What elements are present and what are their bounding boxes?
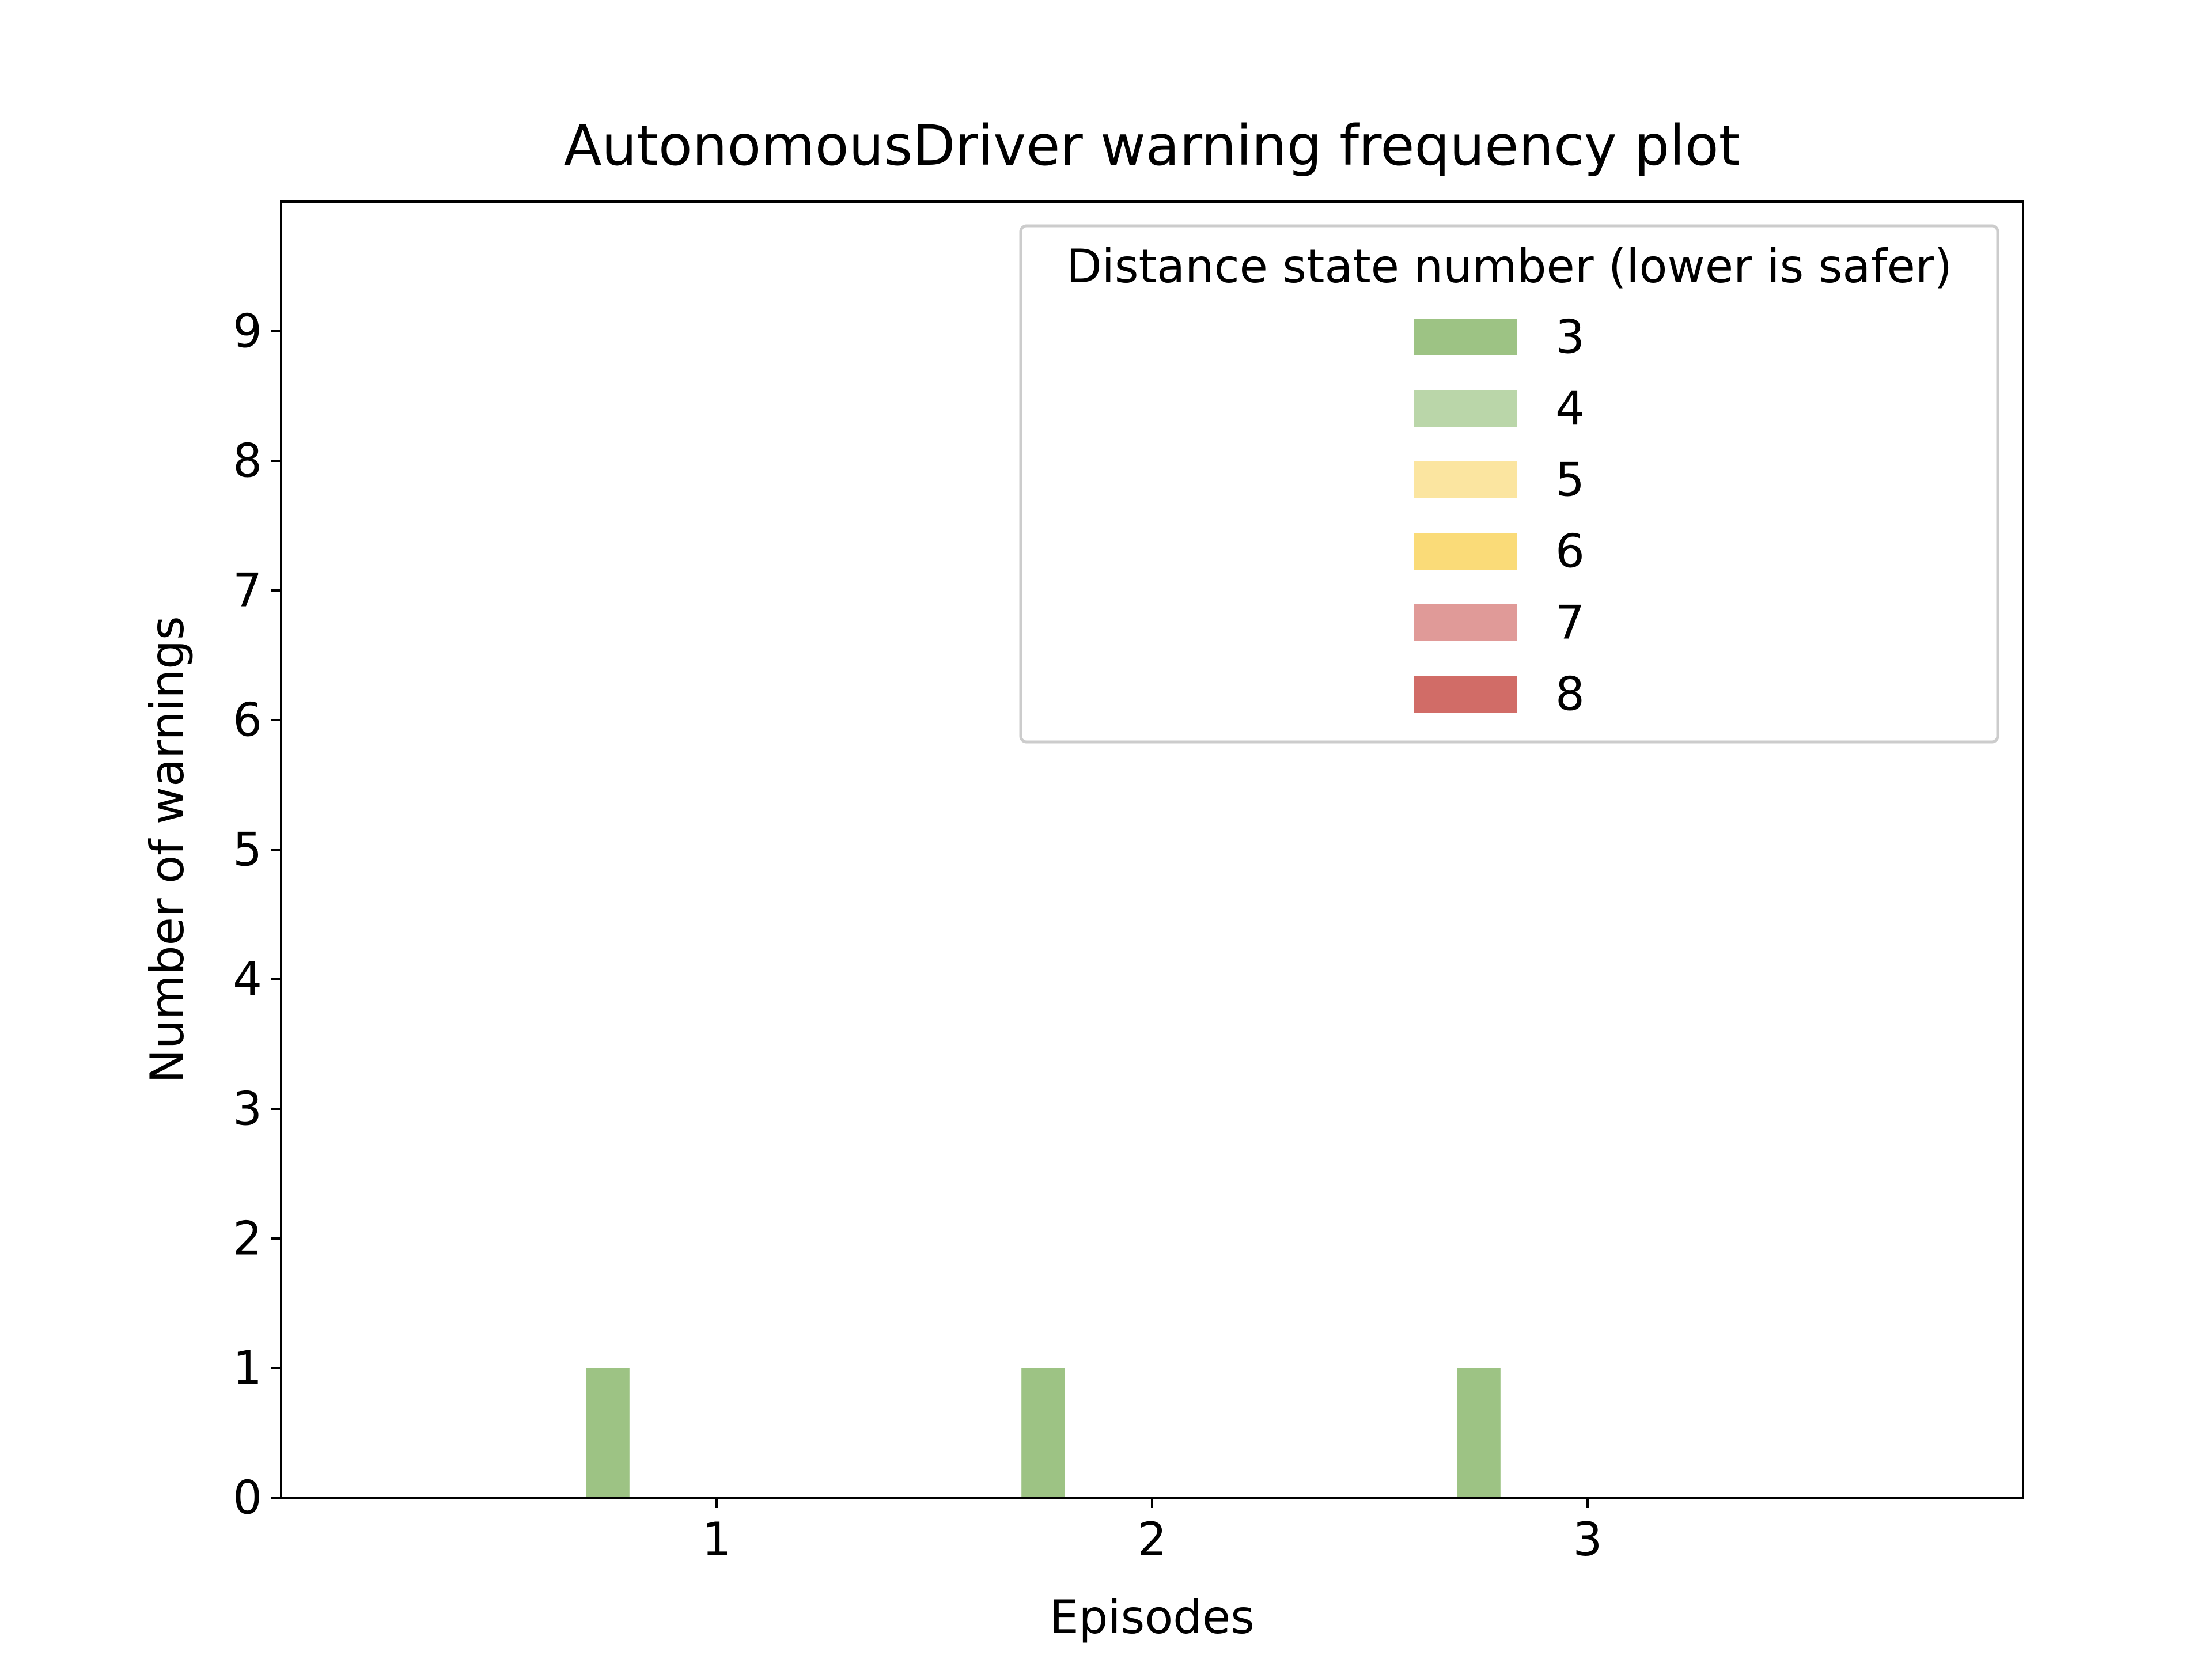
bar-state-3-episode-2 <box>1021 1368 1065 1498</box>
bar-group <box>586 1368 1501 1498</box>
y-tick-label-5: 5 <box>233 823 262 877</box>
x-axis: 1 2 3 <box>702 1498 1603 1566</box>
y-tick-label-4: 4 <box>233 953 262 1006</box>
bar-state-3-episode-1 <box>586 1368 630 1498</box>
x-axis-label: Episodes <box>1050 1590 1255 1644</box>
y-tick-label-8: 8 <box>233 434 262 488</box>
legend-label-8: 8 <box>1555 668 1585 721</box>
legend-title: Distance state number (lower is safer) <box>1066 240 1952 293</box>
y-tick-label-0: 0 <box>233 1471 262 1525</box>
legend-swatch-5 <box>1414 461 1517 498</box>
x-tick-label-1: 1 <box>702 1513 732 1566</box>
plot-frame <box>280 200 2024 1499</box>
x-tick-label-3: 3 <box>1573 1513 1603 1566</box>
legend[interactable]: Distance state number (lower is safer) 3… <box>1019 224 1999 744</box>
y-tick-label-2: 2 <box>233 1212 262 1266</box>
y-axis-label: Number of warnings <box>141 616 194 1083</box>
y-tick-label-1: 1 <box>233 1342 262 1395</box>
legend-swatch-4 <box>1414 390 1517 427</box>
y-axis: 0 1 2 3 4 5 6 7 8 9 <box>233 305 281 1525</box>
chart-title: AutonomousDriver warning frequency plot <box>564 113 1740 178</box>
legend-label-3: 3 <box>1555 310 1585 364</box>
legend-swatch-3 <box>1414 319 1517 355</box>
legend-swatch-6 <box>1414 533 1517 570</box>
legend-items: 3 4 5 6 7 8 <box>1414 310 1585 721</box>
bar-state-3-episode-3 <box>1457 1368 1501 1498</box>
y-tick-label-3: 3 <box>233 1082 262 1136</box>
y-tick-label-6: 6 <box>233 694 262 747</box>
legend-swatch-8 <box>1414 676 1517 713</box>
legend-swatch-7 <box>1414 604 1517 641</box>
x-tick-label-2: 2 <box>1138 1513 1167 1566</box>
legend-label-7: 7 <box>1555 596 1585 650</box>
y-tick-label-9: 9 <box>233 305 262 358</box>
legend-label-5: 5 <box>1555 453 1585 507</box>
legend-label-6: 6 <box>1555 525 1585 578</box>
legend-label-4: 4 <box>1555 382 1585 435</box>
y-tick-label-7: 7 <box>233 564 262 618</box>
